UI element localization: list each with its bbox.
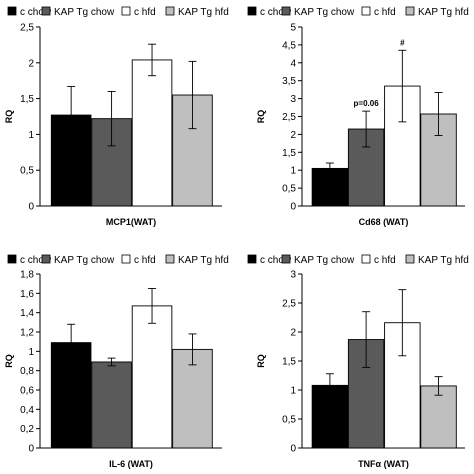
legend-swatch-1 [7,6,17,16]
chart-panel-4: c chow KAP Tg chow c hfd KAP Tg hfd 0 0,5 1 1,5… [247,254,469,469]
y-tick-label: 1 [290,166,296,177]
y-tick-label: 2 [290,328,296,339]
legend-swatch-2 [281,6,291,16]
legend-label-4: KAP Tg hfd [418,7,469,18]
chart-panel-1: c chow KAP Tg chow c hfd KAP Tg hfd 0 0,5 1 1,5… [4,6,229,227]
legend-label-1: c chow [20,7,52,18]
legend-swatch-4 [405,254,415,264]
y-tick-label: 0 [28,444,34,455]
legend-label-4: KAP Tg hfd [418,255,469,266]
y-tick-label: 1 [28,130,34,141]
legend-label-1: c chow [260,7,292,18]
y-tick-label: 2 [28,58,34,69]
legend-swatch-1 [247,254,257,264]
y-tick-label: 0,5 [282,415,296,426]
chart-panel-3: c chow KAP Tg chow c hfd KAP Tg hfd 0 0,2 0,4 0… [4,254,229,469]
bar-2 [91,361,132,449]
y-tick-label: 0 [28,202,34,213]
legend-label-4: KAP Tg hfd [178,255,229,266]
legend-swatch-3 [361,6,371,16]
y-tick-label: 2,5 [282,112,296,123]
bar-3 [131,59,173,207]
legend-swatch-2 [41,254,51,264]
bar-annotation: # [400,38,405,47]
y-tick-label: 0,5 [282,184,296,195]
y-tick-label: 1,5 [20,94,34,105]
bar-4 [420,385,457,449]
y-tick-label: 4 [290,58,296,69]
legend: c chow KAP Tg chow c hfd KAP Tg hfd [247,6,469,18]
legend-label-2: KAP Tg chow [54,255,115,266]
y-tick-label: 0 [290,444,296,455]
legend-swatch-3 [361,254,371,264]
legend-swatch-2 [281,254,291,264]
y-tick-label: 1,5 [282,357,296,368]
y-tick-label: 3 [290,94,296,105]
legend-label-3: c hfd [134,255,156,266]
y-axis-title: RQ [4,110,14,124]
y-tick-label: 0,8 [20,366,34,377]
bar-2 [347,128,385,207]
x-axis-label: TNFα (WAT) [358,459,409,469]
y-tick-label: 2,5 [282,299,296,310]
x-axis-label: Cd68 (WAT) [359,217,409,227]
y-tick-label: 0 [290,202,296,213]
y-axis-title: RQ [4,354,14,368]
y-axis-title: RQ [256,110,266,124]
legend-label-3: c hfd [374,255,396,266]
legend-swatch-1 [7,254,17,264]
legend-label-3: c hfd [374,7,396,18]
y-tick-label: 2 [290,130,296,141]
x-axis-label: MCP1(WAT) [106,217,156,227]
legend-swatch-4 [405,6,415,16]
x-axis-label: IL-6 (WAT) [109,459,153,469]
y-tick-label: 5 [290,23,296,34]
legend-label-2: KAP Tg chow [54,7,115,18]
legend-swatch-4 [165,6,175,16]
legend-label-4: KAP Tg hfd [178,7,229,18]
y-tick-label: 1,4 [20,308,34,319]
legend-swatch-1 [247,6,257,16]
legend-swatch-2 [41,6,51,16]
y-tick-label: 1,8 [20,270,34,281]
bar-4 [172,348,213,449]
bar-annotation: p=0.06 [354,99,380,108]
y-tick-label: 1,5 [282,148,296,159]
legend-label-3: c hfd [134,7,156,18]
y-tick-label: 0,5 [20,166,34,177]
legend: c chow KAP Tg chow c hfd KAP Tg hfd [247,254,469,266]
legend: c chow KAP Tg chow c hfd KAP Tg hfd [7,254,229,266]
y-axis-title: RQ [256,354,266,368]
legend-swatch-3 [121,254,131,264]
chart-panel-2: c chow KAP Tg chow c hfd KAP Tg hfd 0 0,5 1 1,5… [247,6,469,227]
legend-swatch-4 [165,254,175,264]
legend-label-1: c chow [20,255,52,266]
y-tick-label: 0,2 [20,424,34,435]
y-tick-label: 0,6 [20,386,34,397]
legend-swatch-3 [121,6,131,16]
y-tick-label: 1,6 [20,289,34,300]
bar-3 [131,305,173,449]
legend: c chow KAP Tg chow c hfd KAP Tg hfd [7,6,229,18]
y-tick-label: 1 [290,386,296,397]
y-tick-label: 0,4 [20,405,34,416]
legend-label-1: c chow [260,255,292,266]
y-tick-label: 3 [290,270,296,281]
y-tick-label: 3,5 [282,76,296,87]
legend-label-2: KAP Tg chow [294,7,355,18]
y-tick-label: 4,5 [282,40,296,51]
y-tick-label: 1,2 [20,328,34,339]
y-tick-label: 1 [28,347,34,358]
legend-label-2: KAP Tg chow [294,255,355,266]
y-tick-label: 2,5 [20,23,34,34]
